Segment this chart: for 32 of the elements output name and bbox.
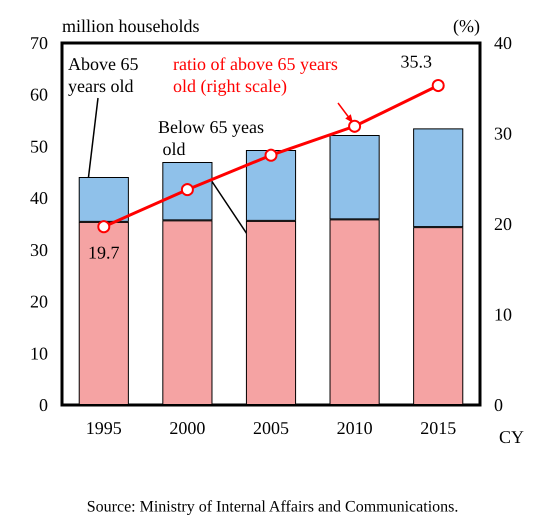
x-tick-label: 1995: [86, 418, 122, 438]
x-tick-label: 2010: [336, 418, 373, 438]
y2-tick-label: 30: [494, 124, 512, 144]
data-label: 19.7: [88, 242, 120, 263]
y-tick-label: 70: [30, 33, 48, 53]
point: [432, 79, 445, 92]
annotation: Below 65 yeas old: [158, 117, 264, 159]
data-label: 35.3: [400, 52, 432, 72]
y2-tick-label: 0: [494, 395, 503, 415]
y-tick-label: 0: [39, 395, 48, 415]
y-axis-title: million households: [62, 16, 200, 36]
x-tick-label: 2015: [420, 418, 456, 438]
y-tick-label: 50: [30, 136, 48, 156]
point: [97, 220, 110, 234]
y2-tick-label: 20: [494, 214, 512, 234]
annotation: Above 65 years old: [68, 54, 143, 96]
x-tick-label: 2005: [253, 418, 289, 438]
point: [180, 183, 194, 196]
y-tick-label: 10: [30, 343, 48, 364]
point: [264, 148, 278, 162]
y-tick-label: 30: [30, 240, 48, 260]
source-note: Source: Ministry of Internal Affairs and Communications.: [86, 498, 458, 516]
x-axis-title: CY: [498, 427, 524, 447]
annotation: ratio of above 65 years old (right scale): [173, 54, 342, 96]
y-tick-label: 40: [30, 188, 48, 208]
point: [348, 120, 362, 133]
x-tick-label: 2000: [169, 418, 206, 438]
y2-tick-label: 10: [494, 304, 512, 324]
y2-axis-title: (%): [453, 16, 480, 36]
y-tick-label: 20: [30, 292, 48, 312]
y-tick-label: 60: [30, 84, 48, 105]
y2-tick-label: 40: [494, 33, 512, 53]
